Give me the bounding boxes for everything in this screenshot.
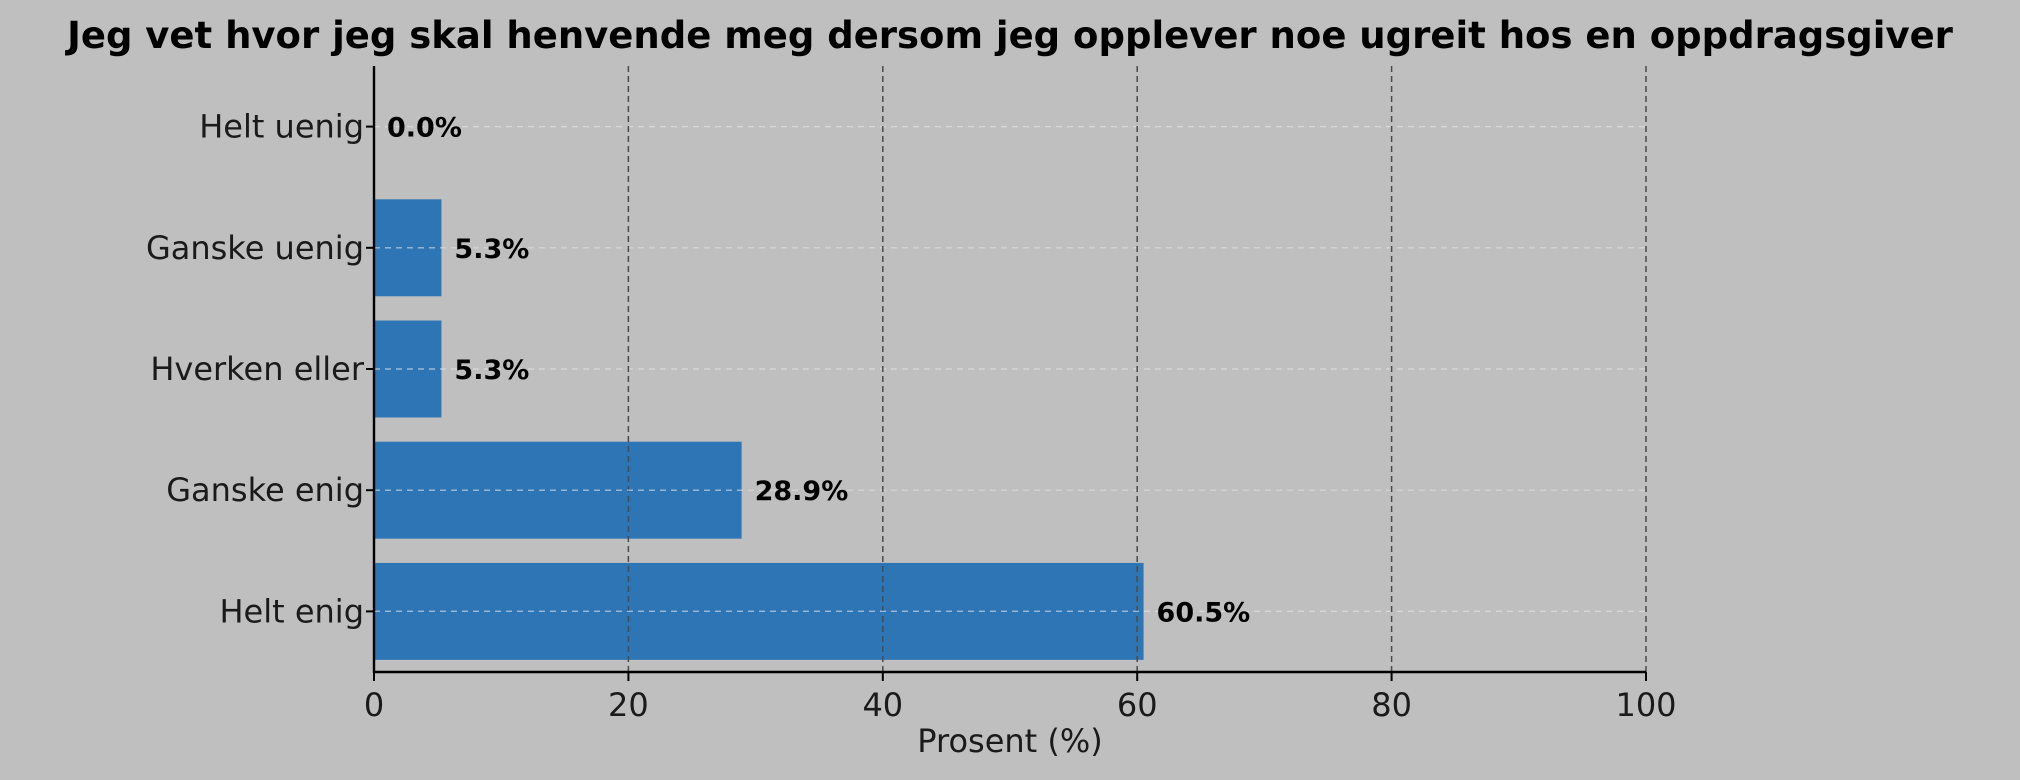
bar xyxy=(374,441,742,539)
y-tick-label: Helt uenig xyxy=(199,108,364,146)
data-label: 28.9% xyxy=(755,476,849,507)
axes: Helt uenig Ganske uenig Hverken eller Gansk… xyxy=(146,66,1677,724)
x-tick-label: 20 xyxy=(608,686,649,724)
grid xyxy=(374,66,1647,672)
bars xyxy=(374,199,1144,660)
y-tick-label: Ganske enig xyxy=(166,471,364,509)
data-labels: 0.0% 5.3% 5.3% 28.9% 60.5% xyxy=(387,113,1250,629)
x-tick-label: 80 xyxy=(1371,686,1412,724)
y-tick-label: Ganske uenig xyxy=(146,229,364,267)
x-tick-label: 100 xyxy=(1615,686,1676,724)
data-label: 5.3% xyxy=(454,355,529,386)
y-tick-label: Helt enig xyxy=(219,592,364,630)
x-tick-label: 40 xyxy=(862,686,903,724)
chart-title: Jeg vet hvor jeg skal henvende meg derso… xyxy=(64,14,1954,57)
data-label: 60.5% xyxy=(1157,597,1251,628)
x-axis-label: Prosent (%) xyxy=(917,722,1103,760)
y-tick-label: Hverken eller xyxy=(150,350,365,388)
x-tick-label: 0 xyxy=(364,686,384,724)
x-tick-label: 60 xyxy=(1117,686,1158,724)
data-label: 0.0% xyxy=(387,113,462,144)
data-label: 5.3% xyxy=(454,234,529,265)
